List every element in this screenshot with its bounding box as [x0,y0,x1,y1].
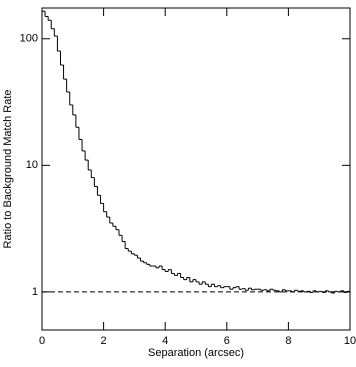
plot-frame [41,7,351,331]
x-tick-label: 0 [39,335,45,347]
x-tick-label: 4 [162,335,168,347]
y-axis-label: Ratio to Background Match Rate [2,90,14,249]
x-tick-label: 8 [285,335,291,347]
x-tick-label: 10 [344,335,356,347]
x-tick-label: 6 [224,335,230,347]
y-tick-label: 100 [20,33,38,45]
x-tick-label: 2 [101,335,107,347]
x-axis-label: Separation (arcsec) [148,347,244,359]
y-tick-label: 10 [26,159,38,171]
y-tick-label: 1 [32,286,38,298]
